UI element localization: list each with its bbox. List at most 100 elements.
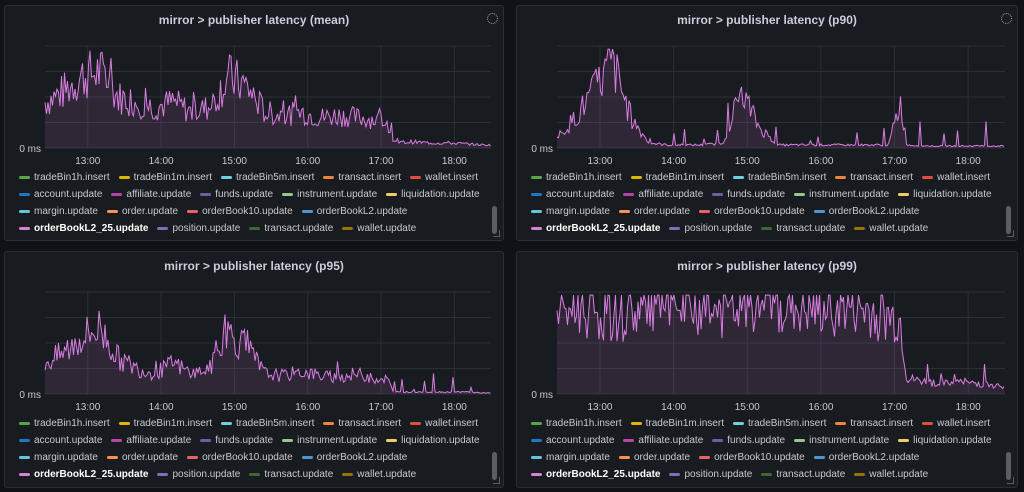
panel-title[interactable]: mirror > publisher latency (p99) [677, 259, 857, 273]
legend-item[interactable]: tradeBin1h.insert [531, 418, 622, 429]
legend-item[interactable]: affiliate.update [111, 189, 191, 200]
legend-item[interactable]: affiliate.update [623, 189, 703, 200]
legend-item[interactable]: transact.insert [835, 172, 913, 183]
legend-item[interactable]: position.update [669, 223, 752, 234]
panel-title[interactable]: mirror > publisher latency (mean) [158, 13, 350, 27]
panel-title[interactable]: mirror > publisher latency (p90) [677, 13, 857, 27]
legend-scrollbar[interactable] [492, 452, 497, 480]
legend-item[interactable]: tradeBin1m.insert [118, 172, 212, 183]
legend-item[interactable]: wallet.update [854, 223, 928, 234]
legend-item[interactable]: instrument.update [282, 435, 377, 446]
legend-item[interactable]: tradeBin5m.insert [732, 172, 826, 183]
legend-label: margin.update [34, 206, 98, 217]
legend-item[interactable]: wallet.update [342, 223, 416, 234]
legend-item[interactable]: transact.update [761, 223, 845, 234]
latency-chart[interactable]: 13:00 14:00 15:00 16:00 17:00 18:00 0 ms [5, 252, 505, 412]
legend-item[interactable]: position.update [157, 223, 240, 234]
legend-item[interactable]: orderBookL2_25.update [531, 223, 660, 234]
legend-item[interactable]: affiliate.update [623, 435, 703, 446]
legend-item[interactable]: instrument.update [794, 189, 889, 200]
resize-handle-icon[interactable] [493, 230, 500, 237]
legend-item[interactable]: account.update [531, 435, 614, 446]
legend-item[interactable]: order.update [618, 206, 690, 217]
legend-item[interactable]: affiliate.update [111, 435, 191, 446]
legend-label: transact.update [264, 469, 334, 480]
legend-label: orderBookL2_25.update [546, 223, 661, 234]
legend-scrollbar[interactable] [1006, 206, 1011, 234]
legend-item[interactable]: orderBookL2_25.update [19, 469, 148, 480]
legend-item[interactable]: margin.update [531, 206, 610, 217]
legend-item[interactable]: tradeBin1h.insert [19, 418, 110, 429]
legend-item[interactable]: tradeBin1m.insert [630, 418, 724, 429]
legend-item[interactable]: account.update [19, 189, 102, 200]
legend-item[interactable]: wallet.update [342, 469, 416, 480]
legend-item[interactable]: instrument.update [794, 435, 889, 446]
legend-item[interactable]: instrument.update [282, 189, 377, 200]
legend-swatch [19, 456, 30, 459]
legend-item[interactable]: tradeBin1h.insert [531, 172, 622, 183]
legend-item[interactable]: orderBookL2_25.update [531, 469, 660, 480]
legend-item[interactable]: order.update [106, 452, 178, 463]
legend-item[interactable]: wallet.insert [922, 172, 990, 183]
legend-item[interactable]: tradeBin5m.insert [732, 418, 826, 429]
legend-item[interactable]: wallet.insert [410, 172, 478, 183]
legend-item[interactable]: account.update [531, 189, 614, 200]
legend-item[interactable]: wallet.insert [410, 418, 478, 429]
legend-label: wallet.update [357, 469, 417, 480]
legend-item[interactable]: transact.insert [323, 172, 401, 183]
legend-item[interactable]: tradeBin1m.insert [118, 418, 212, 429]
legend-item[interactable]: orderBookL2.update [813, 206, 919, 217]
legend-item[interactable]: wallet.update [854, 469, 928, 480]
legend-item[interactable]: liquidation.update [898, 189, 992, 200]
latency-chart[interactable]: 13:00 14:00 15:00 16:00 17:00 18:00 0 ms [517, 6, 1019, 166]
legend-item[interactable]: account.update [19, 435, 102, 446]
legend-swatch [19, 210, 30, 213]
legend-item[interactable]: orderBookL2.update [813, 452, 919, 463]
legend-item[interactable]: liquidation.update [386, 435, 480, 446]
legend-item[interactable]: orderBook10.update [699, 452, 805, 463]
legend-item[interactable]: position.update [669, 469, 752, 480]
y-tick-label: 0 ms [19, 390, 41, 401]
panel-title[interactable]: mirror > publisher latency (p95) [164, 259, 344, 273]
series-line-orderbookl2-25 [556, 48, 1005, 148]
legend-item[interactable]: funds.update [712, 189, 785, 200]
legend-item[interactable]: tradeBin1m.insert [630, 172, 724, 183]
panel-latency-p99: mirror > publisher latency (p99) 13:00 14… [516, 251, 1018, 488]
legend-item[interactable]: transact.update [761, 469, 845, 480]
latency-chart[interactable]: 13:00 14:00 15:00 16:00 17:00 18:00 0 ms [517, 252, 1019, 412]
legend-item[interactable]: tradeBin5m.insert [220, 418, 314, 429]
legend-item[interactable]: margin.update [531, 452, 610, 463]
latency-chart[interactable]: 13:00 14:00 15:00 16:00 17:00 18:00 0 ms [5, 6, 505, 166]
legend-item[interactable]: margin.update [19, 452, 98, 463]
legend-item[interactable]: orderBookL2.update [301, 206, 407, 217]
legend-scrollbar[interactable] [1006, 452, 1011, 480]
legend-item[interactable]: transact.update [249, 223, 333, 234]
legend-item[interactable]: orderBookL2.update [301, 452, 407, 463]
legend-item[interactable]: transact.insert [323, 418, 401, 429]
legend-label: orderBookL2_25.update [546, 469, 661, 480]
legend-item[interactable]: wallet.insert [922, 418, 990, 429]
legend-swatch [794, 193, 806, 196]
legend-item[interactable]: orderBook10.update [699, 206, 805, 217]
legend-item[interactable]: funds.update [200, 435, 273, 446]
legend-item[interactable]: position.update [157, 469, 240, 480]
legend-item[interactable]: liquidation.update [898, 435, 992, 446]
resize-handle-icon[interactable] [1007, 477, 1014, 484]
resize-handle-icon[interactable] [493, 477, 500, 484]
legend-item[interactable]: liquidation.update [386, 189, 480, 200]
legend-row: orderBookL2_25.update position.update tran… [19, 466, 485, 483]
legend-item[interactable]: orderBook10.update [187, 452, 293, 463]
legend-item[interactable]: order.update [106, 206, 178, 217]
legend-item[interactable]: tradeBin5m.insert [220, 172, 314, 183]
legend-scrollbar[interactable] [492, 206, 497, 234]
legend-item[interactable]: transact.update [249, 469, 333, 480]
legend-item[interactable]: orderBook10.update [187, 206, 293, 217]
legend-item[interactable]: funds.update [712, 435, 785, 446]
legend-item[interactable]: orderBookL2_25.update [19, 223, 148, 234]
legend-item[interactable]: margin.update [19, 206, 98, 217]
legend-item[interactable]: tradeBin1h.insert [19, 172, 110, 183]
legend-item[interactable]: order.update [618, 452, 690, 463]
resize-handle-icon[interactable] [1007, 230, 1014, 237]
legend-item[interactable]: transact.insert [835, 418, 913, 429]
legend-item[interactable]: funds.update [200, 189, 273, 200]
